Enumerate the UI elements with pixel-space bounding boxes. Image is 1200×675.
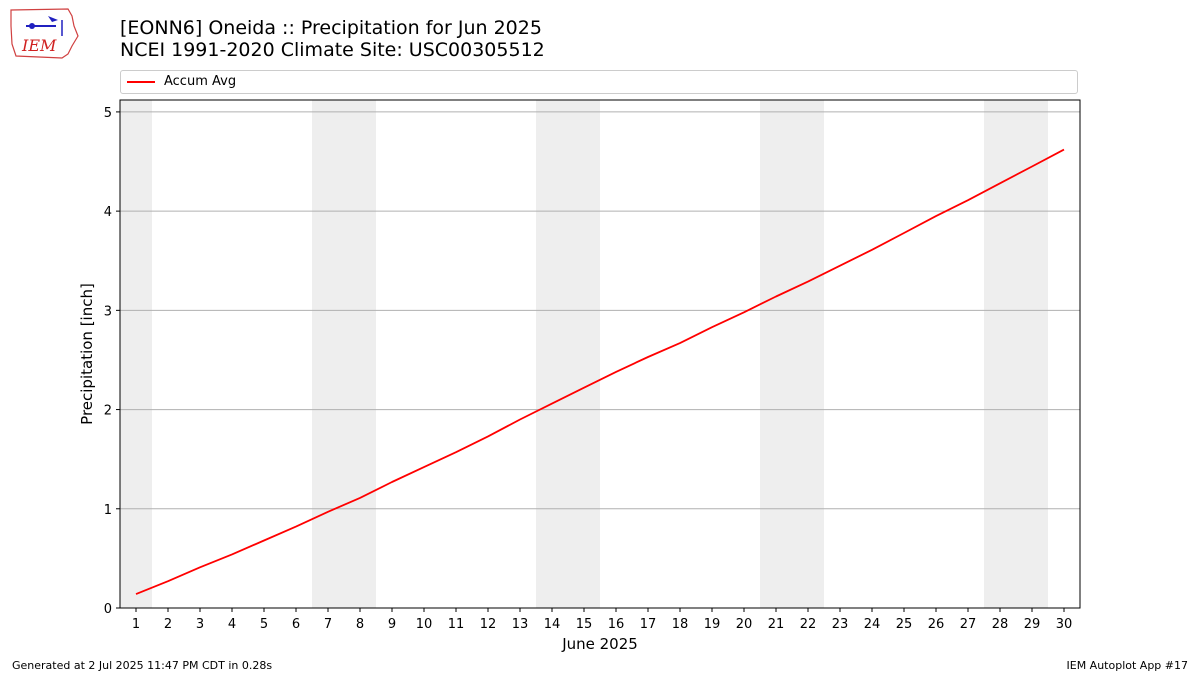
title-line-1: [EONN6] Oneida :: Precipitation for Jun … bbox=[120, 17, 542, 39]
y-tick-label-0: 0 bbox=[104, 602, 112, 617]
x-tick-label-30: 30 bbox=[1056, 617, 1073, 632]
x-tick-label-17: 17 bbox=[640, 617, 657, 632]
shaded-day-15 bbox=[568, 100, 600, 608]
chart-title: [EONN6] Oneida :: Precipitation for Jun … bbox=[120, 17, 545, 61]
y-axis-label: Precipitation [inch] bbox=[78, 283, 96, 425]
x-tick-label-20: 20 bbox=[736, 617, 753, 632]
shaded-day-21 bbox=[760, 100, 792, 608]
x-tick-label-14: 14 bbox=[544, 617, 561, 632]
app-id-label: IEM Autoplot App #17 bbox=[1066, 659, 1189, 672]
shaded-day-8 bbox=[344, 100, 376, 608]
x-tick-label-11: 11 bbox=[448, 617, 465, 632]
x-tick-label-1: 1 bbox=[132, 617, 140, 632]
x-tick-label-10: 10 bbox=[416, 617, 433, 632]
x-tick-label-2: 2 bbox=[164, 617, 172, 632]
series-line-accum-avg bbox=[135, 148, 1065, 595]
x-tick-label-5: 5 bbox=[260, 617, 268, 632]
title-line-2: NCEI 1991-2020 Climate Site: USC00305512 bbox=[120, 39, 545, 61]
legend-label: Accum Avg bbox=[164, 74, 237, 89]
x-axis-ticks: 1 2 3 4 5 6 7 8 9 10 11 12 13 14 15 16 17 18 19 20 21 22 23 24 2… bbox=[132, 608, 1072, 632]
x-tick-label-13: 13 bbox=[512, 617, 529, 632]
x-tick-label-4: 4 bbox=[228, 617, 236, 632]
x-tick-label-28: 28 bbox=[992, 617, 1009, 632]
gridlines bbox=[120, 111, 1080, 609]
plot-frame bbox=[119, 99, 1081, 609]
logo-text: IEM bbox=[21, 36, 57, 55]
y-tick-label-3: 3 bbox=[104, 304, 112, 319]
legend-swatch bbox=[127, 81, 155, 83]
x-axis-label: June 2025 bbox=[561, 635, 638, 653]
shaded-day-22 bbox=[792, 100, 824, 608]
series-layer bbox=[135, 148, 1065, 595]
weekend-shading bbox=[120, 100, 1048, 608]
x-tick-label-18: 18 bbox=[672, 617, 689, 632]
y-tick-label-5: 5 bbox=[104, 106, 112, 121]
x-tick-label-8: 8 bbox=[356, 617, 364, 632]
shaded-day-28 bbox=[984, 100, 1016, 608]
generated-timestamp: Generated at 2 Jul 2025 11:47 PM CDT in … bbox=[12, 659, 273, 672]
x-tick-label-27: 27 bbox=[960, 617, 977, 632]
shaded-day-1 bbox=[120, 100, 152, 608]
x-tick-label-23: 23 bbox=[832, 617, 849, 632]
x-tick-label-15: 15 bbox=[576, 617, 593, 632]
y-tick-label-4: 4 bbox=[104, 205, 112, 220]
shaded-day-14 bbox=[536, 100, 568, 608]
x-tick-label-7: 7 bbox=[324, 617, 332, 632]
x-tick-label-6: 6 bbox=[292, 617, 300, 632]
x-tick-label-9: 9 bbox=[388, 617, 396, 632]
x-tick-label-19: 19 bbox=[704, 617, 721, 632]
shaded-day-29 bbox=[1016, 100, 1048, 608]
y-tick-label-2: 2 bbox=[104, 404, 112, 419]
chart-legend: Accum Avg bbox=[120, 70, 1078, 94]
x-tick-label-16: 16 bbox=[608, 617, 625, 632]
x-tick-label-26: 26 bbox=[928, 617, 945, 632]
y-tick-label-1: 1 bbox=[104, 503, 112, 518]
shaded-day-7 bbox=[312, 100, 344, 608]
x-tick-label-24: 24 bbox=[864, 617, 881, 632]
iem-logo: IEM bbox=[8, 6, 80, 60]
x-tick-label-25: 25 bbox=[896, 617, 913, 632]
x-tick-label-22: 22 bbox=[800, 617, 817, 632]
x-tick-label-12: 12 bbox=[480, 617, 497, 632]
x-tick-label-3: 3 bbox=[196, 617, 204, 632]
x-tick-label-29: 29 bbox=[1024, 617, 1041, 632]
y-axis-ticks: 0 1 2 3 4 5 bbox=[104, 106, 120, 617]
x-tick-label-21: 21 bbox=[768, 617, 785, 632]
